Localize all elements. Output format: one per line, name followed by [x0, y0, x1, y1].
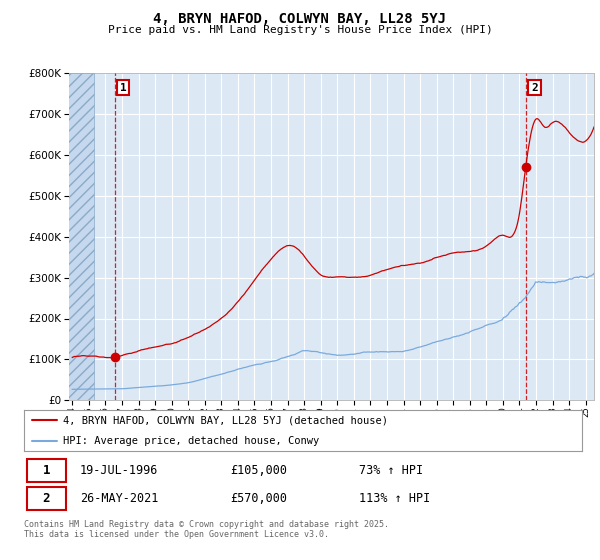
Bar	[64, 73, 94, 400]
FancyBboxPatch shape	[27, 487, 66, 510]
Text: Contains HM Land Registry data © Crown copyright and database right 2025.
This d: Contains HM Land Registry data © Crown c…	[24, 520, 389, 539]
Text: Price paid vs. HM Land Registry's House Price Index (HPI): Price paid vs. HM Land Registry's House …	[107, 25, 493, 35]
Text: 26-MAY-2021: 26-MAY-2021	[80, 492, 158, 505]
Text: 113% ↑ HPI: 113% ↑ HPI	[359, 492, 430, 505]
Text: 4, BRYN HAFOD, COLWYN BAY, LL28 5YJ (detached house): 4, BRYN HAFOD, COLWYN BAY, LL28 5YJ (det…	[63, 415, 388, 425]
Text: 1: 1	[43, 464, 50, 477]
Text: 4, BRYN HAFOD, COLWYN BAY, LL28 5YJ: 4, BRYN HAFOD, COLWYN BAY, LL28 5YJ	[154, 12, 446, 26]
Text: 73% ↑ HPI: 73% ↑ HPI	[359, 464, 423, 477]
Text: £105,000: £105,000	[230, 464, 287, 477]
FancyBboxPatch shape	[27, 459, 66, 482]
Text: HPI: Average price, detached house, Conwy: HPI: Average price, detached house, Conw…	[63, 436, 319, 446]
Text: 2: 2	[531, 83, 538, 92]
Text: 19-JUL-1996: 19-JUL-1996	[80, 464, 158, 477]
Text: £570,000: £570,000	[230, 492, 287, 505]
Text: 1: 1	[119, 83, 126, 92]
Text: 2: 2	[43, 492, 50, 505]
